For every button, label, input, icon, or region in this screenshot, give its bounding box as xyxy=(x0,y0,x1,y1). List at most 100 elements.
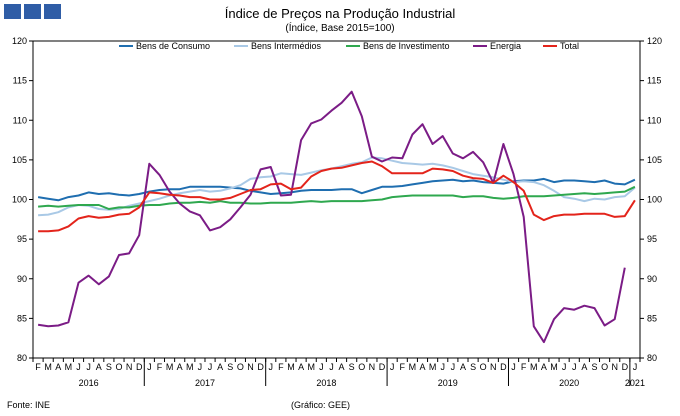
x-tick-label: J xyxy=(208,362,213,372)
y-tick-label-right: 95 xyxy=(647,234,657,244)
x-tick-label: D xyxy=(379,362,386,372)
legend-item-bens-intermedios: Bens Intermédios xyxy=(234,40,321,52)
x-tick-label: D xyxy=(136,362,143,372)
x-tick-label: O xyxy=(480,362,487,372)
x-tick-label: J xyxy=(440,362,445,372)
x-tick-label: F xyxy=(35,362,41,372)
x-tick-label: J xyxy=(562,362,567,372)
x-tick-label: J xyxy=(147,362,152,372)
y-tick-label-left: 115 xyxy=(13,76,27,86)
legend-swatch xyxy=(346,44,360,47)
x-tick-label: A xyxy=(96,362,102,372)
x-tick-label: F xyxy=(400,362,406,372)
legend-label: Bens Intermédios xyxy=(251,41,322,51)
x-tick-label: J xyxy=(511,362,516,372)
chart-credit: (Gráfico: GEE) xyxy=(291,400,351,410)
x-tick-label: A xyxy=(55,362,61,372)
y-tick-label-left: 95 xyxy=(17,234,27,244)
legend-label: Energia xyxy=(490,41,522,51)
x-tick-label: N xyxy=(611,362,618,372)
x-tick-label: M xyxy=(530,362,538,372)
x-tick-label: J xyxy=(329,362,334,372)
x-tick-label: S xyxy=(227,362,233,372)
logo-block-3 xyxy=(44,4,61,19)
x-tick-label: A xyxy=(419,362,425,372)
year-label: 2019 xyxy=(438,378,458,388)
legend-swatch xyxy=(473,44,487,47)
logo-block-2 xyxy=(24,4,41,19)
x-tick-label: A xyxy=(298,362,304,372)
x-tick-label: J xyxy=(198,362,203,372)
x-tick-label: N xyxy=(490,362,497,372)
x-tick-label: O xyxy=(601,362,608,372)
legend: Bens de Consumo Bens Intermédios Bens de… xyxy=(0,40,680,52)
x-tick-label: A xyxy=(541,362,547,372)
y-tick-label-right: 115 xyxy=(647,76,661,86)
chart-subtitle: (Índice, Base 2015=100) xyxy=(285,23,395,34)
y-tick-label-left: 80 xyxy=(17,353,27,363)
year-label: 2021 xyxy=(625,378,645,388)
source-note: Fonte: INE xyxy=(7,400,51,410)
y-tick-label-right: 110 xyxy=(647,115,661,125)
legend-item-energia: Energia xyxy=(473,40,521,52)
x-tick-label: M xyxy=(287,362,295,372)
x-tick-label: A xyxy=(217,362,223,372)
x-tick-label: S xyxy=(106,362,112,372)
series-line xyxy=(38,160,636,233)
x-tick-label: D xyxy=(500,362,507,372)
legend-swatch xyxy=(543,44,557,47)
x-tick-label: S xyxy=(470,362,476,372)
x-tick-label: A xyxy=(339,362,345,372)
x-tick-label: J xyxy=(633,362,638,372)
x-tick-label: A xyxy=(581,362,587,372)
x-tick-label: A xyxy=(177,362,183,372)
legend-label: Bens de Consumo xyxy=(136,41,211,51)
x-tick-label: J xyxy=(76,362,81,372)
x-tick-label: M xyxy=(409,362,417,372)
x-tick-label: N xyxy=(126,362,133,372)
y-tick-label-right: 85 xyxy=(647,313,657,323)
x-tick-label: J xyxy=(268,362,273,372)
x-tick-label: J xyxy=(319,362,324,372)
x-tick-label: O xyxy=(237,362,244,372)
x-tick-label: J xyxy=(390,362,395,372)
plot-frame xyxy=(32,40,641,359)
x-tick-label: O xyxy=(358,362,365,372)
x-tick-label: N xyxy=(369,362,376,372)
y-tick-label-right: 120 xyxy=(647,36,662,46)
x-tick-label: J xyxy=(86,362,91,372)
year-label: 2017 xyxy=(195,378,215,388)
x-tick-label: J xyxy=(451,362,456,372)
x-tick-label: M xyxy=(166,362,174,372)
x-tick-label: M xyxy=(44,362,52,372)
x-tick-label: S xyxy=(591,362,597,372)
legend-swatch xyxy=(234,44,248,47)
y-tick-label-left: 100 xyxy=(12,195,27,205)
x-tick-label: F xyxy=(521,362,527,372)
legend-item-total: Total xyxy=(543,40,579,52)
series-line xyxy=(38,185,636,210)
x-tick-label: M xyxy=(186,362,194,372)
y-tick-label-left: 90 xyxy=(17,274,27,284)
legend-label: Bens de Investimento xyxy=(363,41,450,51)
x-tick-label: M xyxy=(65,362,73,372)
year-label: 2016 xyxy=(79,378,99,388)
chart-title: Índice de Preços na Produção Industrial xyxy=(224,6,456,21)
y-tick-label-right: 80 xyxy=(647,353,657,363)
x-tick-label: F xyxy=(157,362,163,372)
x-tick-label: S xyxy=(349,362,355,372)
legend-swatch xyxy=(119,44,133,47)
x-tick-label: A xyxy=(460,362,466,372)
y-tick-label-right: 100 xyxy=(647,195,662,205)
y-tick-label-left: 85 xyxy=(17,313,27,323)
y-tick-label-right: 90 xyxy=(647,274,657,284)
x-tick-label: D xyxy=(257,362,264,372)
x-tick-label: M xyxy=(550,362,558,372)
y-tick-label-left: 105 xyxy=(12,155,27,165)
series-line xyxy=(37,177,636,202)
y-tick-label-left: 110 xyxy=(13,115,27,125)
x-tick-label: M xyxy=(429,362,437,372)
series-line xyxy=(37,90,626,344)
legend-label: Total xyxy=(560,41,580,51)
